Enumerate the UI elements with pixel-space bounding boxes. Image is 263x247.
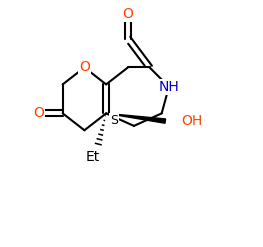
Text: O: O	[33, 106, 44, 120]
Text: Et: Et	[85, 150, 99, 164]
Text: O: O	[123, 7, 133, 21]
Text: OH: OH	[181, 114, 202, 128]
Text: NH: NH	[159, 80, 179, 94]
Polygon shape	[106, 113, 166, 123]
Text: O: O	[79, 61, 90, 75]
Text: S: S	[110, 114, 118, 127]
